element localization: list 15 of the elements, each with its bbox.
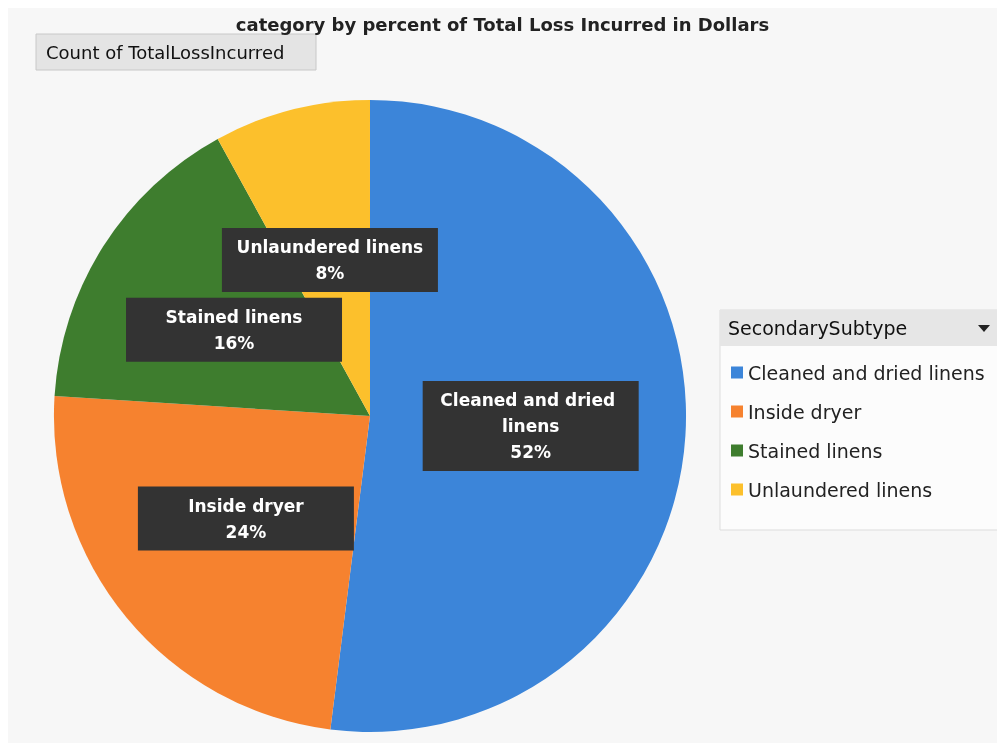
chart-title: category by percent of Total Loss Incurred in Dollars [235, 13, 770, 35]
data-label: 52% [510, 442, 552, 463]
slice-label: Inside dryer [188, 495, 305, 516]
legend-label: Cleaned and dried linens [748, 361, 985, 384]
data-label: 8% [315, 262, 345, 283]
data-label: 16% [213, 332, 255, 353]
data-label: 24% [225, 521, 267, 542]
legend-label: Inside dryer [748, 400, 862, 423]
legend-label: Stained linens [748, 439, 883, 462]
slice-label: Unlaundered linens [236, 236, 424, 257]
slice-label: Cleaned and dried linens [440, 390, 622, 437]
legend-title: SecondarySubtype [728, 317, 908, 339]
legend-label: Unlaundered linens [748, 478, 933, 501]
slice-label: Stained linens [165, 306, 303, 327]
text: Count of TotalLossIncurred [46, 41, 285, 63]
